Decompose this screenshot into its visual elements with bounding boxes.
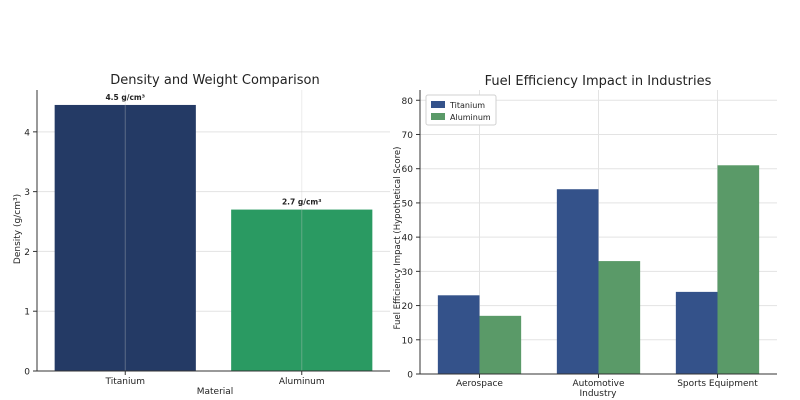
bar-titanium [54,104,196,371]
legend-label: Aluminum [450,113,491,122]
y-tick-label: 2 [24,248,30,258]
y-tick-label: 30 [402,268,414,278]
fuel-efficiency-chart-labels: 0 10 20 30 40 50 60 70 80 Aerospace Automotive Spor… [402,97,759,389]
legend-swatch [431,113,445,120]
legend-swatch [431,101,445,108]
y-tick-label: 70 [402,131,414,141]
legend-label: Titanium [449,101,485,110]
x-tick-label: Aerospace [456,379,503,389]
x-tick-label: Sports Equipment [677,379,758,389]
x-tick-label: Titanium [105,377,145,387]
density-chart-title: Density and Weight Comparison [110,73,319,88]
density-chart-y-axis-label: Density (g/cm³) [13,194,23,264]
fuel-efficiency-chart-title: Fuel Efficiency Impact in Industries [485,74,712,89]
y-tick-label: 1 [24,308,30,318]
y-tick-label: 50 [402,199,414,209]
density-chart-bars [54,90,373,371]
fuel-efficiency-chart-axes [416,90,777,378]
bar-aluminum [231,209,373,371]
density-chart-axes [33,90,390,375]
x-tick-label: Automotive [572,379,625,389]
fuel-efficiency-chart-legend: Titanium Aluminum [425,94,497,126]
y-tick-label: 10 [402,336,414,346]
bar-titanium-aerospace [437,295,480,374]
y-tick-label: 3 [24,188,30,198]
fuel-efficiency-chart-bars [437,165,760,374]
bar-titanium-automotive [556,189,599,374]
fuel-efficiency-chart: Fuel Efficiency Impact in Industries 0 10… [393,74,777,399]
y-tick-label: 60 [402,165,414,175]
y-tick-label: 40 [402,234,414,244]
density-chart-x-axis-label: Material [197,387,234,397]
bar-aluminum-aerospace [479,315,522,374]
y-tick-label: 80 [402,97,414,107]
bar-aluminum-automotive [598,261,641,374]
y-tick-label: 20 [402,302,414,312]
x-tick-label: Aluminum [279,377,325,387]
y-tick-label: 4 [24,128,30,138]
y-tick-label: 0 [24,368,30,378]
data-label: 2.7 g/cm³ [282,198,322,207]
fuel-efficiency-chart-y-axis-label: Fuel Efficiency Impact (Hypothetical Sco… [393,147,403,330]
data-label: 4.5 g/cm³ [105,93,145,102]
density-chart: Density and Weight Comparison 0 1 2 3 4 4.5 g… [13,73,390,397]
y-tick-label: 0 [407,371,413,381]
fuel-efficiency-chart-x-axis-label: Industry [579,389,617,399]
density-chart-labels: 0 1 2 3 4 4.5 g/cm³ 2.7 g/cm³ Titanium Aluminum [24,93,324,387]
bar-titanium-sports-equipment [675,291,718,374]
bar-aluminum-sports-equipment [717,165,760,374]
